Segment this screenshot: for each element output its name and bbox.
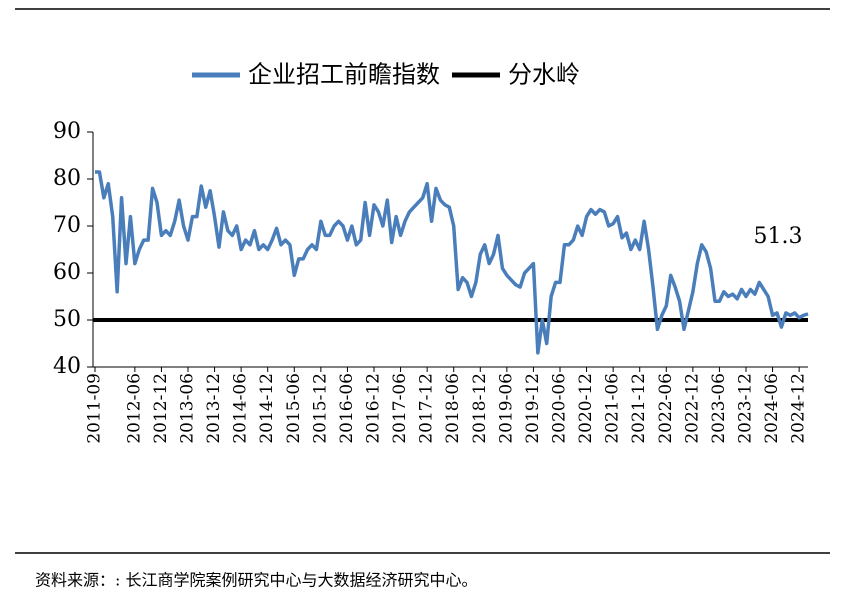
x-tick-label: 2013-12 <box>204 373 224 444</box>
y-tick-label: 40 <box>53 354 81 379</box>
x-tick-label: 2014-12 <box>257 373 277 444</box>
x-tick-label: 2019-06 <box>496 373 516 444</box>
source-note: 资料来源：: 长江商学院案例研究中心与大数据经济研究中心。 <box>35 571 477 590</box>
x-tick-label: 2022-12 <box>682 373 702 444</box>
x-tick-label: 2018-12 <box>470 373 490 444</box>
x-tick-label: 2024-06 <box>762 373 782 444</box>
legend: 企业招工前瞻指数 分水岭 <box>192 61 580 89</box>
x-tick-label: 2021-06 <box>603 373 623 444</box>
y-tick-label: 50 <box>53 307 81 332</box>
x-tick-label: 2018-06 <box>443 373 463 444</box>
x-tick-label: 2014-06 <box>231 373 251 444</box>
x-tick-label: 2011-09 <box>85 373 105 444</box>
y-tick-label: 70 <box>53 213 81 238</box>
x-tick-label: 2013-06 <box>178 373 198 444</box>
x-tick-label: 2012-06 <box>124 373 144 444</box>
y-tick-label: 60 <box>53 260 81 285</box>
x-tick-label: 2024-12 <box>789 373 809 444</box>
x-tick-label: 2015-06 <box>284 373 304 444</box>
x-tick-label: 2019-12 <box>523 373 543 444</box>
x-tick-label: 2016-12 <box>364 373 384 444</box>
x-tick-label: 2020-12 <box>576 373 596 444</box>
x-tick-label: 2015-12 <box>310 373 330 444</box>
x-tick-label: 2021-12 <box>629 373 649 444</box>
annotation: 51.3 <box>754 224 803 249</box>
x-tick-label: 2012-12 <box>151 373 171 444</box>
x-tick-label: 2022-06 <box>656 373 676 444</box>
y-tick-label: 80 <box>53 166 81 191</box>
x-tick-label: 2017-12 <box>417 373 437 444</box>
series-line <box>95 170 809 355</box>
x-tick-label: 2016-06 <box>337 373 357 444</box>
x-tick-label: 2023-06 <box>709 373 729 444</box>
x-tick-label: 2023-12 <box>736 373 756 444</box>
y-tick-label: 90 <box>53 119 81 144</box>
legend-label: 企业招工前瞻指数 <box>248 61 440 89</box>
x-tick-label: 2017-06 <box>390 373 410 444</box>
legend-label: 分水岭 <box>508 61 580 89</box>
x-tick-label: 2020-06 <box>550 373 570 444</box>
